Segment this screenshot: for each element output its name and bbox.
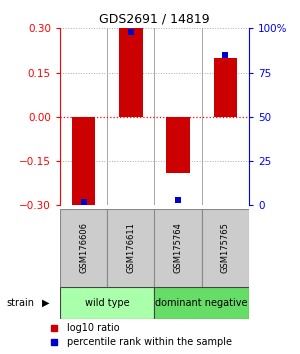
Text: GSM175764: GSM175764 xyxy=(174,222,183,273)
Text: GSM176606: GSM176606 xyxy=(79,222,88,273)
Bar xyxy=(202,209,249,287)
Bar xyxy=(107,209,154,287)
Bar xyxy=(119,28,143,117)
Text: percentile rank within the sample: percentile rank within the sample xyxy=(67,337,232,347)
Title: GDS2691 / 14819: GDS2691 / 14819 xyxy=(99,13,210,26)
Text: log10 ratio: log10 ratio xyxy=(67,322,119,332)
Text: wild type: wild type xyxy=(85,298,130,308)
Text: strain: strain xyxy=(6,298,34,308)
Text: dominant negative: dominant negative xyxy=(155,298,248,308)
Bar xyxy=(60,209,107,287)
Text: GSM175765: GSM175765 xyxy=(221,222,230,273)
Bar xyxy=(166,117,190,173)
Bar xyxy=(154,287,249,319)
Bar xyxy=(214,58,237,117)
Text: ▶: ▶ xyxy=(42,298,50,308)
Text: GSM176611: GSM176611 xyxy=(126,222,135,273)
Bar xyxy=(154,209,202,287)
Bar xyxy=(60,287,154,319)
Bar xyxy=(72,117,95,205)
